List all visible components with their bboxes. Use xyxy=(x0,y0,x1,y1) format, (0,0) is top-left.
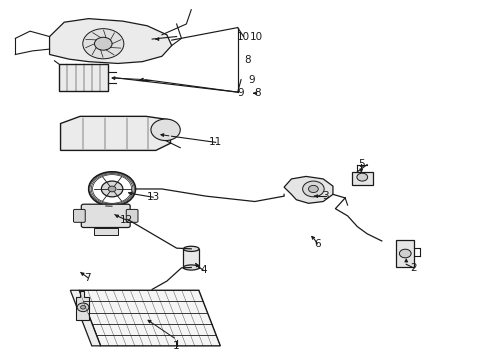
Circle shape xyxy=(83,29,124,59)
Circle shape xyxy=(151,119,180,140)
Text: 2: 2 xyxy=(410,263,417,273)
Text: 3: 3 xyxy=(322,191,329,201)
Polygon shape xyxy=(396,240,414,267)
Ellipse shape xyxy=(183,265,199,270)
Text: 4: 4 xyxy=(200,265,207,275)
Circle shape xyxy=(101,181,123,197)
Bar xyxy=(183,249,199,267)
Circle shape xyxy=(399,249,411,258)
FancyBboxPatch shape xyxy=(126,210,138,222)
Text: 8: 8 xyxy=(254,88,261,98)
Text: 8: 8 xyxy=(244,55,251,65)
Text: 1: 1 xyxy=(173,341,180,351)
FancyBboxPatch shape xyxy=(81,204,130,228)
Polygon shape xyxy=(94,228,118,235)
Text: 12: 12 xyxy=(120,215,133,225)
Text: 11: 11 xyxy=(209,138,222,147)
Text: 7: 7 xyxy=(84,273,91,283)
Polygon shape xyxy=(79,290,220,346)
Circle shape xyxy=(303,181,324,197)
Polygon shape xyxy=(49,19,172,63)
Polygon shape xyxy=(76,291,89,320)
Text: 13: 13 xyxy=(147,192,160,202)
Circle shape xyxy=(309,185,318,193)
Text: 10: 10 xyxy=(250,32,263,41)
FancyBboxPatch shape xyxy=(74,210,85,222)
Text: 9: 9 xyxy=(248,75,255,85)
Ellipse shape xyxy=(183,246,199,251)
Circle shape xyxy=(357,173,368,181)
Circle shape xyxy=(80,306,85,309)
Circle shape xyxy=(108,186,116,192)
Bar xyxy=(59,64,108,91)
Text: 10: 10 xyxy=(237,32,250,41)
Text: 9: 9 xyxy=(238,88,245,98)
Text: 6: 6 xyxy=(314,239,320,249)
Polygon shape xyxy=(61,116,171,150)
Polygon shape xyxy=(284,176,333,203)
Polygon shape xyxy=(351,172,373,185)
Circle shape xyxy=(77,303,89,312)
Circle shape xyxy=(95,37,112,50)
Text: 5: 5 xyxy=(358,159,365,169)
Polygon shape xyxy=(71,290,100,346)
